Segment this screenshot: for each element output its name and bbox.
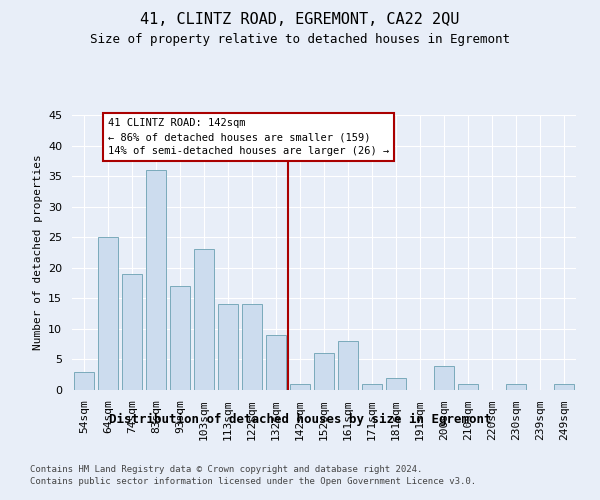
Bar [290,384,310,390]
Text: 41 CLINTZ ROAD: 142sqm
← 86% of detached houses are smaller (159)
14% of semi-de: 41 CLINTZ ROAD: 142sqm ← 86% of detached… [108,118,389,156]
Bar [146,170,166,390]
Text: Contains public sector information licensed under the Open Government Licence v3: Contains public sector information licen… [30,478,476,486]
Bar [314,354,334,390]
Bar [98,237,118,390]
Bar [506,384,526,390]
Bar [362,384,382,390]
Text: Distribution of detached houses by size in Egremont: Distribution of detached houses by size … [109,412,491,426]
Y-axis label: Number of detached properties: Number of detached properties [32,154,43,350]
Bar [242,304,262,390]
Text: Size of property relative to detached houses in Egremont: Size of property relative to detached ho… [90,32,510,46]
Bar [386,378,406,390]
Text: Contains HM Land Registry data © Crown copyright and database right 2024.: Contains HM Land Registry data © Crown c… [30,465,422,474]
Bar [434,366,454,390]
Bar [218,304,238,390]
Text: 41, CLINTZ ROAD, EGREMONT, CA22 2QU: 41, CLINTZ ROAD, EGREMONT, CA22 2QU [140,12,460,28]
Bar [170,286,190,390]
Bar [458,384,478,390]
Bar [74,372,94,390]
Bar [338,341,358,390]
Bar [554,384,574,390]
Bar [122,274,142,390]
Bar [194,250,214,390]
Bar [266,335,286,390]
